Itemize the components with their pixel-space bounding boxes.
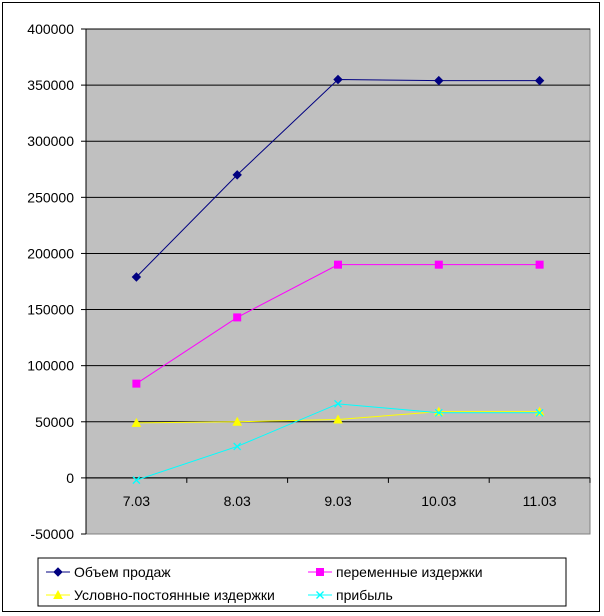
legend-item: Объем продаж bbox=[46, 564, 171, 580]
data-point bbox=[333, 414, 343, 424]
legend-label: Условно-постоянные издержки bbox=[74, 587, 275, 603]
legend-label: Объем продаж bbox=[74, 564, 171, 580]
x-tick-label: 11.03 bbox=[523, 493, 557, 509]
y-tick-label: -50000 bbox=[30, 526, 74, 542]
data-point bbox=[233, 442, 242, 451]
x-axis: 7.03 8.03 9.03 10.03 11.03 bbox=[85, 477, 591, 509]
data-point bbox=[132, 379, 141, 388]
data-point bbox=[132, 476, 141, 485]
data-point bbox=[434, 260, 443, 269]
y-tick-label: 250000 bbox=[27, 189, 74, 205]
data-point bbox=[434, 408, 443, 417]
marker-stroke bbox=[535, 408, 544, 417]
legend-item: Условно-постоянные издержки bbox=[46, 587, 275, 603]
data-point bbox=[232, 416, 243, 426]
data-point bbox=[233, 313, 242, 322]
y-axis: 400000 350000 300000 250000 200000 150000 1000… bbox=[27, 21, 87, 542]
legend-marker bbox=[316, 568, 324, 576]
legend-label: прибыль bbox=[336, 587, 393, 603]
legend-marker bbox=[316, 591, 324, 599]
y-tick-label: 300000 bbox=[27, 133, 74, 149]
data-point bbox=[334, 399, 342, 408]
legend-box bbox=[37, 557, 567, 607]
x-tick-label: 8.03 bbox=[224, 493, 251, 509]
y-tick-label: 150000 bbox=[27, 302, 74, 318]
legend-marker bbox=[53, 567, 63, 577]
plot-area bbox=[85, 28, 591, 535]
data-point bbox=[434, 75, 444, 86]
series-1 bbox=[131, 74, 545, 282]
x-tick-label: 7.03 bbox=[123, 493, 150, 509]
data-point bbox=[131, 272, 142, 282]
legend-marker bbox=[53, 589, 63, 599]
data-point bbox=[232, 170, 242, 180]
marker-stroke bbox=[132, 476, 141, 485]
data-point bbox=[131, 417, 142, 427]
marker-stroke bbox=[334, 399, 342, 408]
y-tick-label: 200000 bbox=[27, 245, 74, 261]
y-tick-label: 400000 bbox=[27, 21, 74, 37]
data-point bbox=[535, 408, 544, 417]
series-3 bbox=[131, 406, 545, 427]
legend-item: прибыль bbox=[308, 587, 393, 603]
legend-label: переменные издержки bbox=[336, 564, 483, 580]
data-point bbox=[534, 75, 545, 86]
x-tick-label: 9.03 bbox=[324, 493, 351, 509]
y-tick-label: 100000 bbox=[27, 358, 74, 374]
y-tick-label: 350000 bbox=[27, 77, 74, 93]
data-point bbox=[334, 260, 342, 269]
x-tick-label: 10.03 bbox=[421, 493, 456, 509]
marker-stroke bbox=[316, 591, 324, 599]
series-2 bbox=[132, 260, 544, 388]
marker-stroke bbox=[233, 442, 242, 451]
legend-item: переменные издержки bbox=[308, 564, 483, 580]
data-point bbox=[535, 260, 544, 269]
marker-stroke bbox=[434, 408, 443, 417]
y-tick-label: 0 bbox=[66, 470, 74, 486]
y-tick-label: 50000 bbox=[35, 414, 74, 430]
series-layer bbox=[131, 74, 545, 485]
legend: Объем продаж переменные издержки Условно-п… bbox=[37, 557, 567, 607]
series-4 bbox=[132, 399, 544, 485]
data-point bbox=[333, 74, 343, 85]
